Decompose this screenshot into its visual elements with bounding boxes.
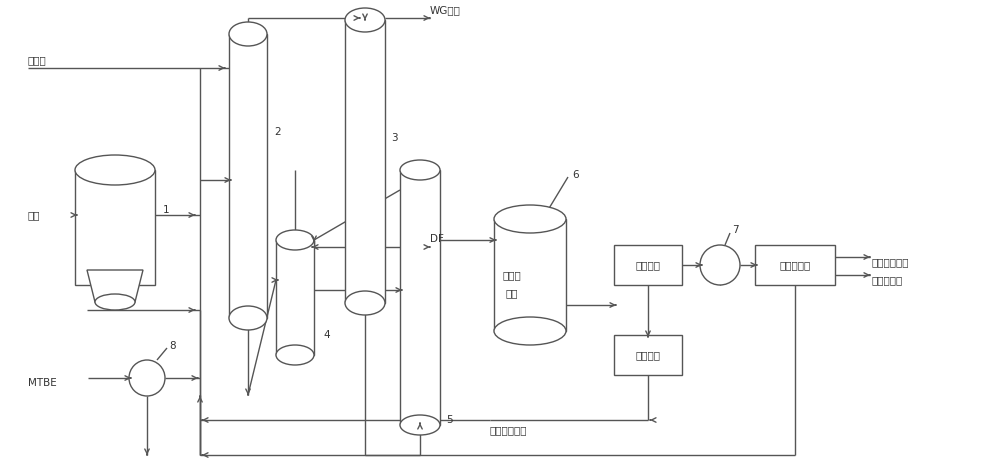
Circle shape: [700, 245, 740, 285]
Text: 6: 6: [572, 170, 579, 180]
Text: 5: 5: [446, 415, 453, 425]
Text: 8: 8: [169, 341, 176, 351]
Text: 异辛醇: 异辛醇: [28, 55, 47, 65]
Bar: [276, 240, 314, 355]
Bar: [494, 219, 566, 331]
Text: 1: 1: [163, 205, 170, 215]
Ellipse shape: [276, 345, 314, 365]
Ellipse shape: [494, 205, 566, 233]
Text: 异丁烯循环: 异丁烯循环: [872, 275, 903, 285]
Bar: [400, 170, 440, 425]
Polygon shape: [87, 270, 143, 302]
Text: 冷却吸收: 冷却吸收: [636, 260, 660, 270]
Bar: [755, 245, 835, 285]
Ellipse shape: [345, 8, 385, 32]
Ellipse shape: [75, 155, 155, 185]
Bar: [345, 20, 385, 303]
Text: 2: 2: [274, 127, 281, 137]
Bar: [614, 335, 682, 375]
Ellipse shape: [229, 306, 267, 330]
Text: 反应: 反应: [506, 288, 518, 298]
Text: 甲醇分离: 甲醇分离: [636, 350, 660, 360]
Ellipse shape: [276, 230, 314, 250]
Ellipse shape: [95, 294, 135, 310]
Bar: [229, 34, 267, 318]
Ellipse shape: [400, 415, 440, 435]
Bar: [75, 170, 155, 285]
Bar: [614, 245, 682, 285]
Ellipse shape: [400, 160, 440, 180]
Ellipse shape: [494, 317, 566, 345]
Ellipse shape: [229, 22, 267, 46]
Text: 3: 3: [391, 133, 398, 143]
Text: DF: DF: [430, 234, 444, 244]
Text: 7: 7: [732, 225, 739, 235]
Text: 甲醇: 甲醇: [28, 210, 40, 220]
Ellipse shape: [345, 291, 385, 315]
Text: 流化床: 流化床: [503, 270, 521, 280]
Text: 异成二烯产品: 异成二烯产品: [872, 257, 910, 267]
Text: WG处理: WG处理: [430, 5, 461, 15]
Text: 异丁烯分离: 异丁烯分离: [779, 260, 811, 270]
Text: 循环至氧化器: 循环至氧化器: [490, 425, 528, 435]
Circle shape: [129, 360, 165, 396]
Text: MTBE: MTBE: [28, 378, 57, 388]
Text: 4: 4: [323, 330, 330, 340]
